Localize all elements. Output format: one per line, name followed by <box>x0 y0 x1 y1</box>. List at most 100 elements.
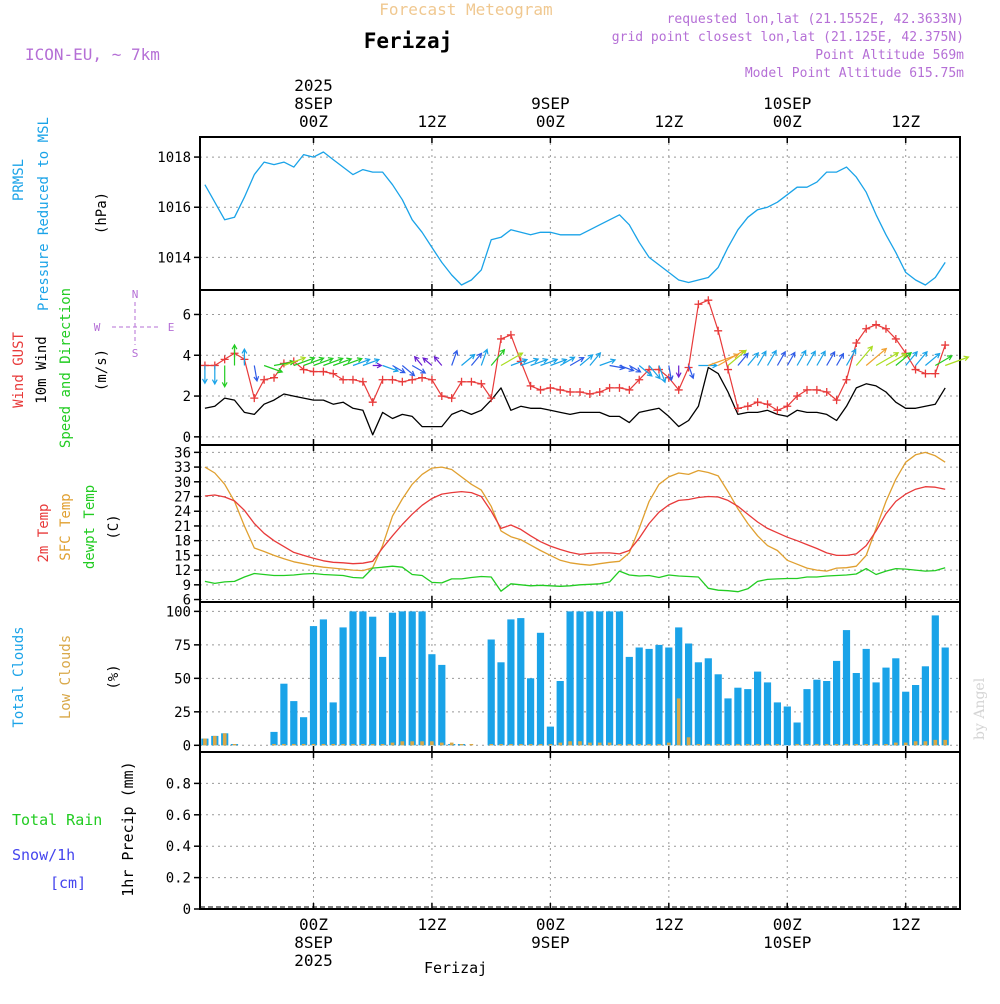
total-cloud-bar <box>813 679 821 746</box>
wind-gust-point <box>931 369 940 378</box>
low-cloud-bar <box>637 744 641 746</box>
temp-label-dewpt: dewpt Temp <box>82 485 98 569</box>
total-cloud-bar <box>655 644 663 746</box>
total-cloud-bar <box>388 612 397 746</box>
wind-gust-point <box>487 394 496 403</box>
wind-gust-point <box>250 394 259 403</box>
low-cloud-bar <box>913 741 918 746</box>
wind-arrow <box>816 350 826 366</box>
total-cloud-bar <box>892 658 900 746</box>
wind-arrow <box>688 365 695 380</box>
pressure-ytick-label: 1016 <box>157 200 191 216</box>
wind-arrow <box>806 350 816 366</box>
low-cloud-bar <box>647 744 651 746</box>
requested-coords: requested lon,lat (21.1552E, 42.3633N) <box>667 12 964 27</box>
location-title: Ferizaj <box>364 29 453 53</box>
total-cloud-bar <box>300 717 308 746</box>
grid-point-coords: grid point closest lon,lat (21.125E, 42.… <box>612 30 964 45</box>
wind-arrow <box>480 348 489 366</box>
wind-arrow <box>413 355 423 366</box>
total-cloud-bar <box>270 731 278 746</box>
wind-gust-point <box>911 365 920 374</box>
wind-label-gust: Wind GUST <box>11 332 27 408</box>
low-cloud-bar <box>321 744 326 746</box>
low-cloud-bar <box>943 739 947 746</box>
wind-gust-point <box>891 334 900 343</box>
wind-gust-point <box>783 402 792 411</box>
precip-label-snow-unit: [cm] <box>50 874 86 892</box>
wind-gust-point <box>467 377 476 386</box>
wind-gust-point <box>921 369 930 378</box>
precipitation-frame <box>199 751 961 910</box>
low-cloud-bar <box>775 744 780 746</box>
total-cloud-bar <box>734 687 742 746</box>
cloud-label-total: Total Clouds <box>11 626 27 727</box>
low-cloud-bar <box>933 739 938 746</box>
total-cloud-bar <box>665 647 673 746</box>
wind-arrow <box>796 349 807 366</box>
temperature-ytick-label: 9 <box>183 578 191 594</box>
precipitation-panel: 0 0.2 0.4 0.6 0.8 <box>166 751 961 918</box>
dewpt-temp-line <box>204 565 946 593</box>
low-cloud-bar <box>854 744 859 746</box>
time-hour-top: 12Z <box>654 112 683 131</box>
time-date-bottom: 10SEP <box>763 933 811 952</box>
total-cloud-bar <box>309 626 318 746</box>
low-cloud-bar <box>568 741 572 746</box>
wind-arrow <box>323 357 344 367</box>
wind-vectors <box>201 343 970 389</box>
total-cloud-bar <box>941 647 949 746</box>
wind-arrow <box>915 350 928 366</box>
total-cloud-bar <box>576 611 584 746</box>
total-cloud-bar <box>842 630 851 746</box>
temperature-ytick-label: 30 <box>174 475 191 491</box>
total-cloud-bar <box>615 611 624 746</box>
time-hour-top: 12Z <box>417 112 446 131</box>
wind-gust-point <box>852 339 861 348</box>
pressure-series-line <box>204 151 946 286</box>
time-date-bottom: 8SEP <box>294 933 333 952</box>
precip-panel-labels: Total Rain Snow/1h [cm] 1hr Precip (mm) <box>12 761 137 896</box>
wind-arrow <box>540 358 559 367</box>
wind-gust-point <box>368 398 377 407</box>
total-cloud-bar <box>487 639 495 746</box>
precipitation-ytick-label: 0.6 <box>166 808 191 824</box>
low-cloud-bar <box>686 737 691 746</box>
total-cloud-bar <box>369 616 377 746</box>
low-cloud-bar <box>509 744 513 746</box>
cloud-unit: (%) <box>106 664 122 689</box>
low-cloud-bar <box>706 744 711 746</box>
total-cloud-bar <box>635 647 643 746</box>
wind-gust-point <box>872 320 881 329</box>
wind-arrow <box>411 364 427 374</box>
low-cloud-bar <box>351 744 355 746</box>
wind-ytick-label: 4 <box>183 348 191 364</box>
wind-gust-point <box>793 392 802 401</box>
wind-gust-point <box>309 367 318 376</box>
wind-gust-point <box>566 387 575 396</box>
low-cloud-bar <box>834 744 839 746</box>
wind-gust-point <box>881 324 890 333</box>
total-cloud-bar <box>536 632 545 746</box>
low-cloud-bar <box>597 742 602 746</box>
low-cloud-bar <box>765 744 770 746</box>
wind-gust-point <box>753 398 762 407</box>
temperature-ytick-label: 6 <box>183 593 191 609</box>
wind-gust-point <box>270 373 279 382</box>
total-cloud-bar <box>912 685 920 746</box>
wind-gust-point <box>822 387 831 396</box>
time-date-top: 8SEP <box>294 94 333 113</box>
wind-arrow <box>826 350 836 366</box>
wind-gust-point <box>329 369 338 378</box>
wind-gust-point <box>724 365 733 374</box>
low-cloud-bar <box>341 744 345 746</box>
time-hour-bottom: 12Z <box>891 915 920 934</box>
total-cloud-bar <box>872 682 880 746</box>
low-cloud-bar <box>923 741 928 746</box>
total-cloud-bar <box>398 611 406 746</box>
low-cloud-bar <box>617 744 622 746</box>
